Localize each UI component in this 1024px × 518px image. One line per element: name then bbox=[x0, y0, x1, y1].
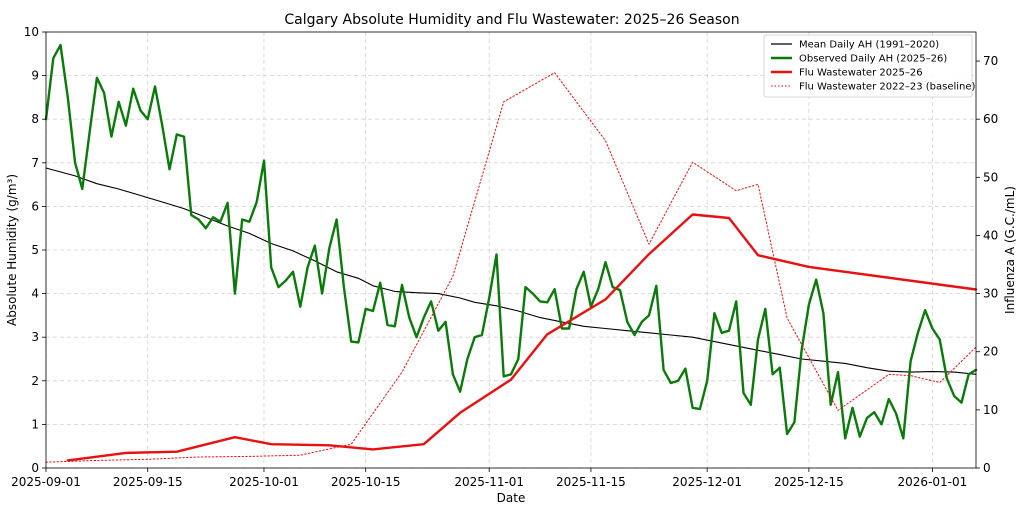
y-left-tick-label: 6 bbox=[31, 199, 39, 213]
x-tick-label: 2025-09-15 bbox=[113, 475, 183, 489]
y-right-tick-label: 20 bbox=[983, 345, 998, 359]
y-left-tick-label: 9 bbox=[31, 69, 39, 83]
x-axis: 2025-09-01 2025-09-15 2025-10-01 2025-10-15… bbox=[11, 468, 967, 489]
legend-label-flu-baseline: Flu Wastewater 2022–23 (baseline) bbox=[799, 82, 976, 93]
y-right-tick-label: 0 bbox=[983, 461, 991, 475]
y-left-tick-label: 0 bbox=[31, 461, 39, 475]
y-left-tick-label: 1 bbox=[31, 417, 39, 431]
y-right-tick-label: 50 bbox=[983, 170, 998, 184]
legend-label-mean-ah: Mean Daily AH (1991–2020) bbox=[799, 40, 939, 51]
y-left-tick-label: 3 bbox=[31, 330, 39, 344]
x-tick-label: 2025-11-01 bbox=[454, 475, 524, 489]
y-axis-left-title: Absolute Humidity (g/m³) bbox=[5, 174, 19, 326]
y-left-tick-label: 7 bbox=[31, 156, 39, 170]
legend: Mean Daily AH (1991–2020) Observed Daily… bbox=[763, 34, 976, 98]
y-right-tick-label: 70 bbox=[983, 54, 998, 68]
x-tick-label: 2025-09-01 bbox=[11, 475, 81, 489]
series-flu-baseline-line bbox=[45, 72, 977, 463]
y-right-tick-label: 10 bbox=[983, 403, 998, 417]
y-left-tick-label: 5 bbox=[31, 243, 39, 257]
y-left-tick-label: 4 bbox=[31, 287, 39, 301]
series-observed-ah-line bbox=[44, 43, 978, 440]
y-right-tick-label: 60 bbox=[983, 112, 998, 126]
legend-label-observed-ah: Observed Daily AH (2025–26) bbox=[799, 54, 947, 65]
x-tick-label: 2025-10-01 bbox=[229, 475, 299, 489]
series-mean-ah-line bbox=[45, 167, 977, 375]
x-axis-title: Date bbox=[497, 491, 526, 505]
y-axis-right-title: Influenza A (G.C./mL) bbox=[1003, 186, 1017, 314]
y-right-tick-label: 40 bbox=[983, 228, 998, 242]
legend-label-flu-2025: Flu Wastewater 2025–26 bbox=[799, 68, 923, 79]
y-axis-left: 0 1 2 3 4 5 6 7 8 9 10 bbox=[24, 25, 46, 475]
x-tick-label: 2026-01-01 bbox=[898, 475, 968, 489]
x-tick-label: 2025-10-15 bbox=[331, 475, 401, 489]
chart-title: Calgary Absolute Humidity and Flu Wastew… bbox=[284, 12, 739, 28]
y-right-tick-label: 30 bbox=[983, 287, 998, 301]
series-flu-2025-line bbox=[66, 213, 978, 462]
x-tick-label: 2025-11-15 bbox=[556, 475, 626, 489]
y-axis-right: 0 10 20 30 40 50 60 70 bbox=[976, 54, 998, 475]
y-left-tick-label: 10 bbox=[24, 25, 39, 39]
legend-box bbox=[763, 34, 973, 98]
x-tick-label: 2025-12-01 bbox=[672, 475, 742, 489]
x-tick-label: 2025-12-15 bbox=[774, 475, 844, 489]
series-layer bbox=[44, 43, 978, 463]
y-left-tick-label: 8 bbox=[31, 112, 39, 126]
y-left-tick-label: 2 bbox=[31, 374, 39, 388]
